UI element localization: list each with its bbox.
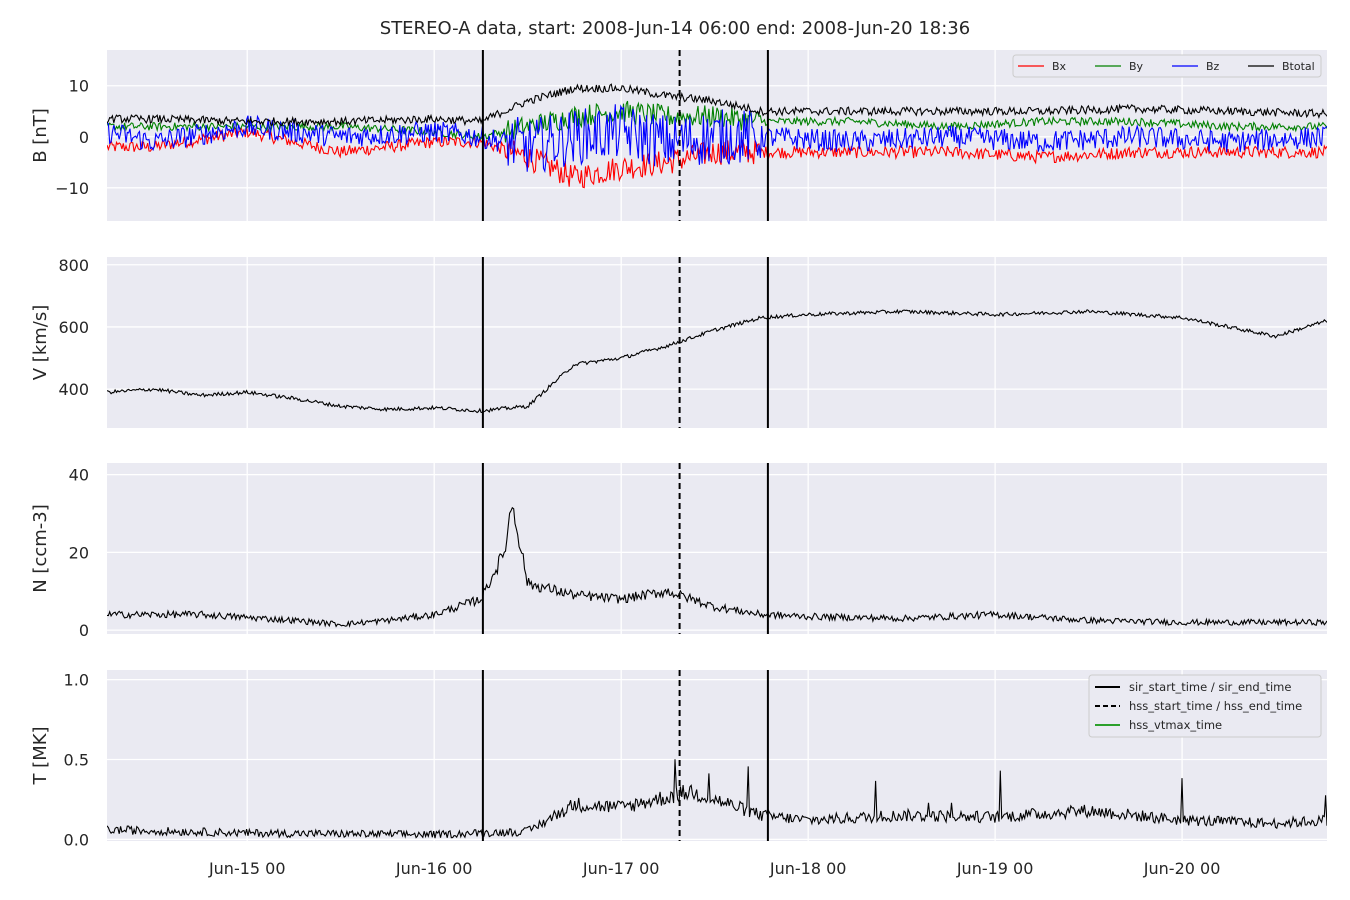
legend-label: hss_vtmax_time: [1129, 718, 1222, 732]
figure-title: STEREO-A data, start: 2008-Jun-14 06:00 …: [379, 18, 971, 39]
x-tick-label: Jun-20 00: [1143, 859, 1221, 878]
y-tick-label: 800: [58, 256, 89, 275]
y-axis-label: V [km/s]: [30, 305, 51, 380]
y-axis-label: N [ccm-3]: [30, 504, 51, 593]
legend-label: Btotal: [1282, 60, 1315, 73]
series-line-v: [107, 308, 1327, 414]
panel-background: [107, 257, 1327, 428]
series-line-btotal: [107, 83, 1327, 128]
panel-background: [107, 50, 1327, 221]
panel-T: 0.0 0.5 1.0 T [MK] sir_start_time / sir_end_…: [30, 670, 1327, 849]
legend-label: sir_start_time / sir_end_time: [1129, 680, 1291, 694]
panel-background: [107, 463, 1327, 634]
y-tick-label: 0: [79, 621, 89, 640]
series-line-t: [107, 759, 1327, 839]
legend-label: Bz: [1206, 60, 1220, 73]
series-line-n: [107, 506, 1327, 628]
legend-t: sir_start_time / sir_end_time hss_start_t…: [1088, 674, 1322, 738]
legend-label: Bx: [1052, 60, 1067, 73]
series-line-bz: [107, 104, 1327, 174]
y-tick-label: 0.0: [64, 830, 89, 849]
legend-frame: [1088, 674, 1322, 738]
y-axis-label: B [nT]: [30, 108, 51, 163]
x-tick-label: Jun-16 00: [395, 859, 473, 878]
y-tick-label: 1.0: [64, 671, 89, 690]
x-tick-label: Jun-15 00: [208, 859, 286, 878]
legend-b: Bx By Bz Btotal: [1012, 54, 1322, 78]
x-tick-label: Jun-18 00: [769, 859, 847, 878]
x-tick-label: Jun-17 00: [582, 859, 660, 878]
y-tick-label: 600: [58, 318, 89, 337]
x-tick-label: Jun-19 00: [956, 859, 1034, 878]
panel-V: 400 600 800 V [km/s]: [30, 256, 1327, 428]
legend-frame: [1012, 54, 1322, 78]
y-tick-label: 0.5: [64, 750, 89, 769]
y-tick-label: 400: [58, 380, 89, 399]
y-tick-label: 0: [79, 128, 89, 147]
series-line-bx: [107, 126, 1327, 189]
legend-label: By: [1129, 60, 1144, 73]
y-tick-label: 10: [69, 77, 89, 96]
panel-B: −10 0 10 B [nT] Bx By Bz Btotal: [30, 50, 1327, 221]
panel-N: 0 20 40 N [ccm-3]: [30, 463, 1327, 640]
y-tick-label: −10: [55, 179, 89, 198]
y-axis-label: T [MK]: [30, 726, 51, 785]
y-tick-label: 40: [69, 466, 89, 485]
series-line-by: [107, 100, 1327, 143]
y-tick-label: 20: [69, 543, 89, 562]
legend-label: hss_start_time / hss_end_time: [1129, 699, 1302, 713]
